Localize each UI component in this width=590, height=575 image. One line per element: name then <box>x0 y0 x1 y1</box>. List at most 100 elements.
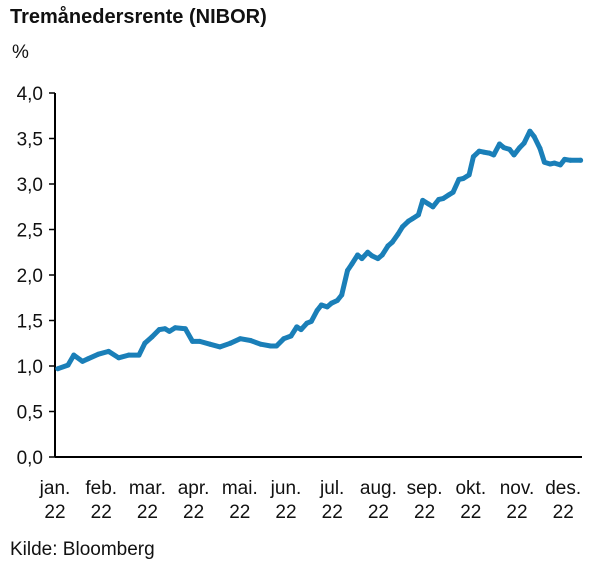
data-point <box>395 231 401 237</box>
data-point <box>308 318 314 324</box>
data-point <box>288 333 294 339</box>
data-point <box>537 146 543 151</box>
data-point <box>172 325 178 331</box>
data-point <box>207 341 213 347</box>
data-point <box>497 141 502 147</box>
data-point <box>379 252 385 258</box>
x-tick-label-year: 22 <box>183 502 204 523</box>
data-point <box>197 338 203 344</box>
data-point <box>116 355 122 361</box>
data-point <box>531 134 537 140</box>
data-point <box>557 162 563 168</box>
data-point <box>440 196 446 202</box>
y-tick-label: 1,5 <box>17 312 43 333</box>
data-point <box>345 268 350 273</box>
data-point <box>521 140 527 146</box>
y-axis-ticks: 0,0 0,5 1,0 1,5 2,0 2,5 3,0 3,5 4,0 <box>17 84 55 469</box>
data-point <box>190 338 195 344</box>
x-tick-label-year: 22 <box>414 502 435 523</box>
data-point <box>314 308 320 313</box>
x-tick-label-year: 22 <box>322 502 343 523</box>
data-point <box>65 362 71 368</box>
data-point <box>55 366 61 372</box>
nibor-series-line <box>55 128 584 372</box>
x-tick-label-month: sep. <box>407 478 443 499</box>
data-point <box>410 216 416 222</box>
x-tick-label-year: 22 <box>229 502 250 523</box>
data-point <box>466 172 472 178</box>
data-point <box>258 341 264 347</box>
x-tick-label-month: jun. <box>270 478 302 499</box>
data-point <box>491 152 497 158</box>
x-tick-label-month: des. <box>545 478 581 499</box>
data-point <box>126 352 132 358</box>
data-point <box>420 197 426 203</box>
x-tick-label-year: 22 <box>506 502 527 523</box>
data-point <box>369 253 375 259</box>
x-axis-ticks: jan. 22 feb. 22 mar. 22 apr. 22 mai. 22 jun. 22 jul.… <box>39 478 581 523</box>
data-point <box>365 249 371 255</box>
data-point <box>436 197 442 202</box>
data-point <box>578 157 584 163</box>
x-tick-label-year: 22 <box>137 502 158 523</box>
data-point <box>501 145 507 151</box>
y-tick-label: 2,5 <box>17 221 43 242</box>
y-tick-label: 1,0 <box>17 357 43 378</box>
x-tick-label-month: apr. <box>178 478 210 499</box>
data-point <box>268 343 274 349</box>
data-point <box>142 340 148 346</box>
data-point <box>476 148 482 154</box>
data-point <box>318 302 324 308</box>
x-tick-label-year: 22 <box>553 502 574 523</box>
x-tick-label-year: 22 <box>91 502 112 523</box>
x-tick-label-month: okt. <box>455 478 486 499</box>
data-point <box>385 243 391 249</box>
data-point <box>71 352 77 358</box>
x-tick-label-month: feb. <box>85 478 117 499</box>
data-point <box>541 159 547 165</box>
nibor-data-points <box>55 128 584 372</box>
data-point <box>567 157 573 163</box>
y-tick-label: 3,0 <box>17 175 43 196</box>
data-point <box>329 300 334 306</box>
chart-source: Kilde: Bloomberg <box>10 539 155 560</box>
y-axis-unit: % <box>12 42 29 63</box>
data-point <box>486 150 492 156</box>
data-point <box>85 356 91 362</box>
data-point <box>481 149 486 155</box>
x-tick-label-month: jan. <box>39 478 71 499</box>
data-point <box>507 146 513 152</box>
data-point <box>470 154 476 160</box>
x-tick-label-year: 22 <box>44 502 65 523</box>
data-point <box>355 252 361 258</box>
x-tick-label-year: 22 <box>460 502 481 523</box>
data-point <box>446 192 452 198</box>
data-point <box>400 224 405 230</box>
data-point <box>389 239 395 245</box>
x-tick-label-month: aug. <box>360 478 397 499</box>
y-tick-label: 4,0 <box>17 84 43 105</box>
data-point <box>349 261 355 267</box>
data-point <box>274 343 279 349</box>
y-tick-label: 2,0 <box>17 266 43 287</box>
data-point <box>182 326 188 332</box>
data-point <box>527 128 533 134</box>
data-point <box>304 320 310 326</box>
data-point <box>430 204 436 210</box>
y-tick-label: 3,5 <box>17 130 43 151</box>
line-chart: 0,0 0,5 1,0 1,5 2,0 2,5 3,0 3,5 4,0 jan. 22 feb. 22… <box>17 84 584 523</box>
data-point <box>511 152 517 158</box>
data-point <box>375 256 381 262</box>
x-tick-label-year: 22 <box>368 502 389 523</box>
data-point <box>80 358 85 364</box>
data-point <box>227 340 233 346</box>
data-point <box>237 336 243 342</box>
data-point <box>162 326 168 332</box>
data-point <box>359 256 365 262</box>
x-tick-label-year: 22 <box>275 502 296 523</box>
data-point <box>562 156 568 162</box>
data-point <box>248 338 253 343</box>
data-point <box>334 298 340 303</box>
data-point <box>106 348 112 354</box>
data-point <box>517 145 523 151</box>
